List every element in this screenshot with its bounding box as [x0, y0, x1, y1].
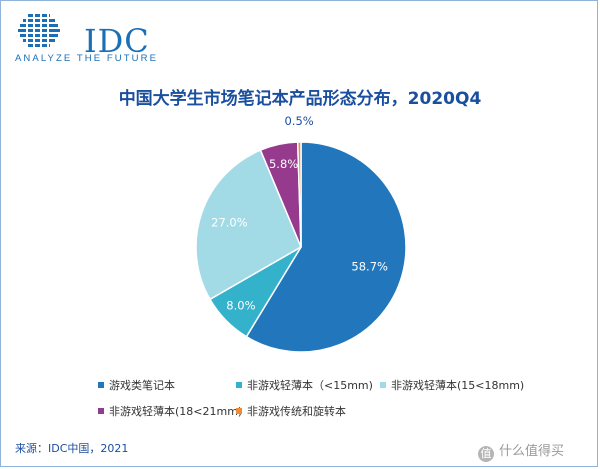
- legend-swatch: [98, 408, 104, 414]
- legend-label: 非游戏轻薄本（<15mm): [247, 379, 373, 392]
- legend-swatch: [98, 382, 104, 388]
- globe-icon: [18, 12, 60, 52]
- legend-item-traditional: 非游戏传统和旋转本: [236, 403, 346, 419]
- logo-text: IDC: [84, 22, 150, 60]
- legend-item-thin-18-21: 非游戏轻薄本(18<21mm): [98, 403, 242, 419]
- legend-swatch: [236, 382, 242, 388]
- slice-data-label: 5.8%: [269, 157, 298, 171]
- pie-slice: [195, 149, 302, 301]
- legend-item-thin-lt15: 非游戏轻薄本（<15mm): [236, 377, 373, 393]
- legend-label: 非游戏传统和旋转本: [247, 405, 346, 418]
- watermark-text: 什么值得买: [499, 444, 565, 459]
- slice-data-label: 58.7%: [351, 259, 388, 273]
- pie-slice: [296, 141, 302, 248]
- legend-swatch: [236, 408, 242, 414]
- legend-item-gaming: 游戏类笔记本: [98, 377, 175, 393]
- legend-label: 非游戏轻薄本(18<21mm): [109, 405, 243, 418]
- slice-data-label: 27.0%: [211, 216, 248, 230]
- legend-item-thin-15-18: 非游戏轻薄本(15<18mm): [380, 377, 524, 393]
- idc-logo: IDC: [14, 12, 154, 64]
- slice-data-label: 0.5%: [284, 114, 313, 128]
- chart-title: 中国大学生市场笔记本产品形态分布，2020Q4: [118, 89, 482, 109]
- legend-label: 非游戏轻薄本(15<18mm): [391, 379, 525, 392]
- legend-swatch: [380, 382, 386, 388]
- source-note: 来源：IDC中国，2021: [15, 442, 129, 455]
- pie-slice: [245, 141, 407, 353]
- logo-tagline: ANALYZE THE FUTURE: [15, 53, 159, 64]
- slice-data-label: 8.0%: [226, 299, 255, 313]
- legend-label: 游戏类笔记本: [109, 379, 175, 392]
- watermark-badge-icon: 值: [478, 446, 494, 462]
- watermark: 值什么值得买: [478, 440, 564, 462]
